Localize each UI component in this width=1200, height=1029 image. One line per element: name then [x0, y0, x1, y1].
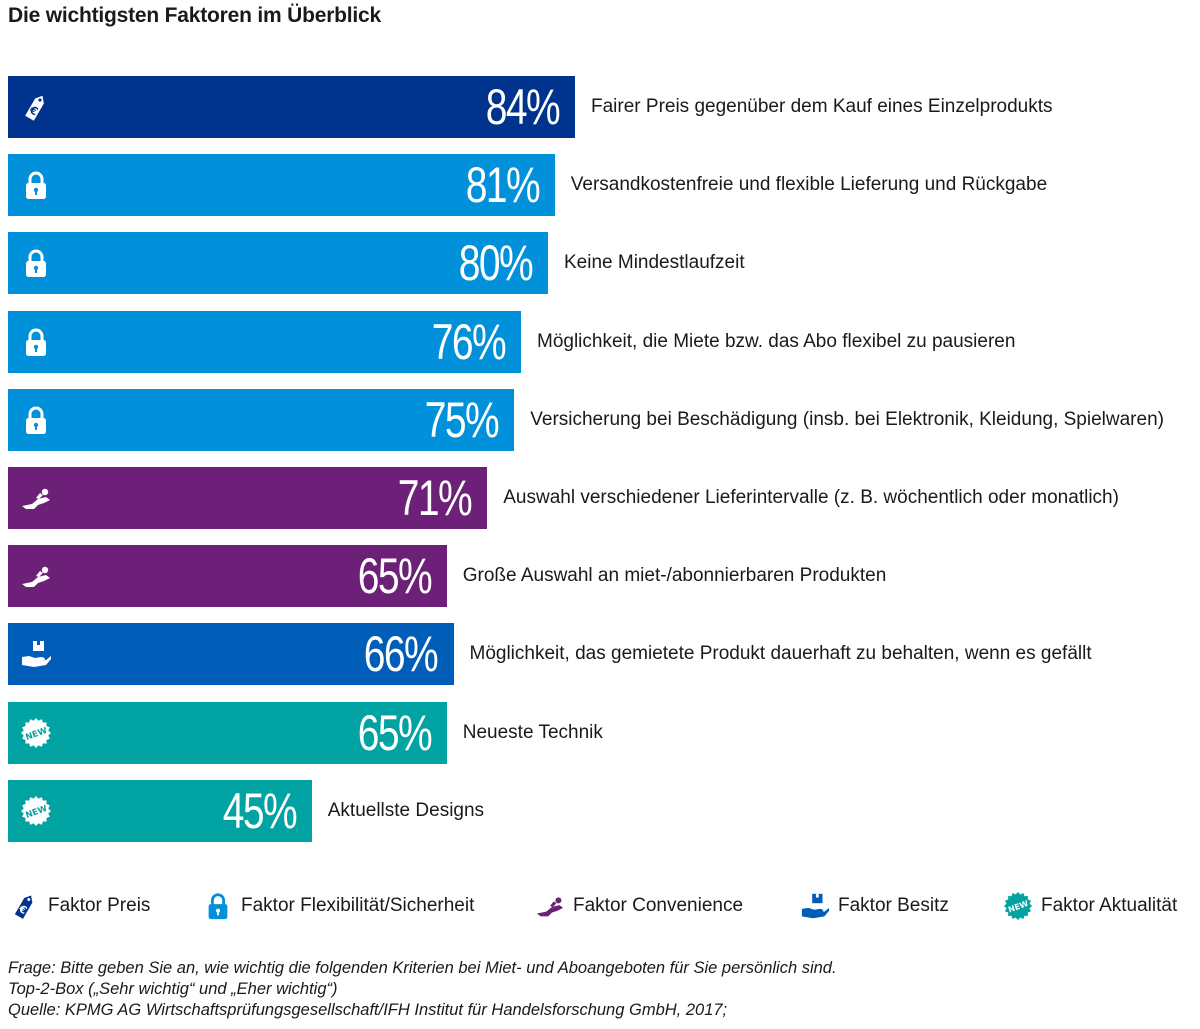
bar-value-label: 45%	[222, 782, 297, 839]
category-label: Keine Mindestlaufzeit	[564, 252, 745, 274]
bar-icon-7	[20, 560, 52, 592]
padlock-icon	[26, 249, 46, 278]
legend-label: Faktor Flexibilität/Sicherheit	[241, 895, 475, 916]
new-badge-icon: NEW	[21, 795, 51, 826]
legend-label: Faktor Aktualität	[1041, 895, 1178, 916]
bar-chart: €84% Fairer Preis gegenüber dem Kauf eine…	[0, 60, 1200, 860]
legend-icon	[535, 891, 565, 921]
legend-item-preis: € Faktor Preis	[10, 891, 150, 921]
reclining-person-icon	[22, 566, 50, 588]
category-label: Große Auswahl an miet-/abonnierbaren Pro…	[462, 565, 887, 587]
category-label: Möglichkeit, das gemietete Produkt dauer…	[469, 643, 1092, 665]
euro-tag-icon: €	[25, 95, 44, 121]
bar-2: 81%	[8, 154, 555, 217]
category-label: Möglichkeit, die Miete bzw. das Abo flex…	[537, 330, 1016, 352]
bar-value-label: 71%	[397, 470, 473, 526]
hand-box-icon	[22, 641, 51, 668]
bar-value-label: 76%	[431, 313, 507, 370]
category-label: Aktuellste Designs	[327, 799, 485, 821]
padlock-icon	[208, 893, 228, 920]
bar-1: €84%	[8, 76, 575, 138]
legend-item-convenience: Faktor Convenience	[535, 891, 743, 921]
legend: € Faktor Preis Faktor Flexibilität/Sicher…	[0, 885, 1200, 925]
footer-box: Top-2-Box („Sehr wichtig“ und „Eher wich…	[8, 980, 338, 998]
legend-label: Faktor Preis	[48, 895, 151, 916]
bar-value-label: 65%	[357, 548, 432, 605]
category-label: Versicherung bei Beschädigung (insb. bei…	[530, 408, 1164, 430]
bar-value-label: 75%	[424, 391, 500, 448]
legend-item-aktualitaet: NEW Faktor Aktualität	[1003, 891, 1177, 921]
padlock-icon	[26, 171, 46, 200]
padlock-icon	[26, 328, 46, 356]
legend-item-besitz: Faktor Besitz	[800, 891, 949, 921]
chart-title: Die wichtigsten Faktoren im Überblick	[8, 4, 382, 27]
category-label: Neueste Technik	[462, 721, 603, 743]
bar-8: 66%	[8, 623, 454, 686]
bar-5: 75%	[8, 388, 515, 451]
bar-icon-3	[20, 247, 52, 279]
bar-value-label: 80%	[458, 235, 534, 292]
bar-value-label: 81%	[465, 157, 540, 214]
legend-icon: NEW	[1003, 891, 1033, 921]
bar-icon-9: NEW	[20, 717, 52, 749]
category-label: Fairer Preis gegenüber dem Kauf eines Ei…	[591, 96, 1053, 117]
bar-icon-4	[20, 326, 52, 358]
padlock-icon	[26, 406, 46, 434]
bar-9: NEW 65%	[8, 701, 447, 764]
footer-source: Quelle: KPMG AG Wirtschaftsprüfungsgesel…	[8, 1001, 728, 1019]
bar-7: 65%	[8, 545, 447, 608]
bar-value-label: 84%	[485, 79, 561, 135]
legend-label: Faktor Besitz	[838, 895, 949, 916]
category-label: Versandkostenfreie und flexible Lieferun…	[570, 174, 1048, 196]
reclining-person-icon	[536, 897, 564, 917]
bar-icon-2	[20, 169, 52, 201]
legend-item-flex: Faktor Flexibilität/Sicherheit	[203, 891, 474, 921]
footer-question: Frage: Bitte geben Sie an, wie wichtig d…	[8, 959, 837, 977]
bar-3: 80%	[8, 232, 548, 295]
new-badge-icon: NEW	[1003, 891, 1033, 921]
legend-icon	[203, 891, 233, 921]
bar-value-label: 65%	[357, 704, 432, 761]
category-label: Auswahl verschiedener Lieferintervalle (…	[503, 487, 1119, 508]
bar-icon-1: €	[20, 91, 52, 123]
bar-4: 76%	[8, 310, 521, 373]
reclining-person-icon	[22, 488, 50, 509]
legend-icon: €	[10, 891, 40, 921]
bar-value-label: 66%	[364, 626, 439, 683]
hand-box-icon	[801, 893, 830, 919]
legend-label: Faktor Convenience	[573, 895, 744, 916]
bar-icon-5	[20, 404, 52, 436]
new-badge-icon: NEW	[21, 717, 51, 748]
legend-icon	[800, 891, 830, 921]
bar-icon-8	[20, 638, 52, 670]
euro-tag-icon: €	[14, 895, 33, 919]
bar-icon-6	[20, 482, 52, 514]
bar-icon-10: NEW	[20, 795, 52, 827]
footer-notes: Frage: Bitte geben Sie an, wie wichtig d…	[8, 958, 837, 1021]
bar-6: 71%	[8, 467, 488, 529]
bar-10: NEW 45%	[8, 779, 312, 842]
